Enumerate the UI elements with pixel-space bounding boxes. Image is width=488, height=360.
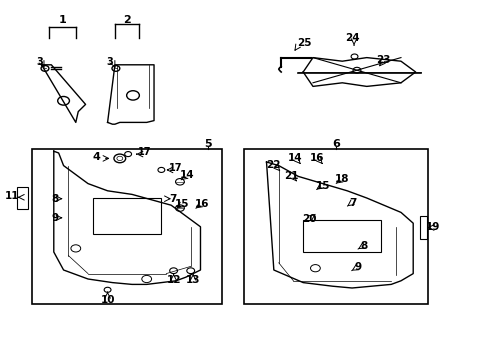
- Text: 10: 10: [100, 294, 115, 305]
- Text: 17: 17: [169, 163, 183, 173]
- Bar: [17, 187, 28, 209]
- Text: 9: 9: [51, 213, 58, 223]
- Text: 13: 13: [185, 275, 200, 285]
- Text: 17: 17: [137, 147, 151, 157]
- Text: 24: 24: [344, 33, 359, 43]
- Text: 11: 11: [5, 191, 20, 201]
- Text: 2: 2: [123, 15, 131, 25]
- Bar: [244, 149, 427, 304]
- Text: 7: 7: [348, 198, 356, 208]
- Text: 3: 3: [106, 57, 113, 67]
- Text: 7: 7: [168, 194, 176, 204]
- Bar: [419, 216, 427, 239]
- Text: 12: 12: [166, 275, 181, 285]
- Text: 15: 15: [315, 181, 329, 191]
- Bar: [303, 220, 381, 252]
- Text: 1: 1: [59, 15, 66, 25]
- Text: 8: 8: [360, 241, 367, 251]
- Bar: [93, 198, 161, 234]
- Bar: [32, 149, 222, 304]
- Text: 19: 19: [425, 222, 439, 232]
- Text: 4: 4: [93, 152, 101, 162]
- Text: 8: 8: [51, 194, 58, 204]
- Text: 6: 6: [332, 139, 340, 149]
- Text: 5: 5: [203, 139, 211, 149]
- Text: 21: 21: [283, 171, 298, 181]
- Text: 14: 14: [180, 170, 194, 180]
- Text: 23: 23: [376, 55, 390, 65]
- Text: 15: 15: [175, 199, 189, 209]
- Text: 16: 16: [309, 153, 324, 163]
- Text: 9: 9: [354, 262, 361, 272]
- Text: 18: 18: [334, 174, 349, 184]
- Text: 16: 16: [194, 199, 209, 209]
- Text: 3: 3: [37, 57, 43, 67]
- Text: 14: 14: [287, 153, 302, 163]
- Text: 22: 22: [266, 160, 281, 170]
- Text: 25: 25: [297, 38, 311, 48]
- Text: 20: 20: [301, 213, 316, 224]
